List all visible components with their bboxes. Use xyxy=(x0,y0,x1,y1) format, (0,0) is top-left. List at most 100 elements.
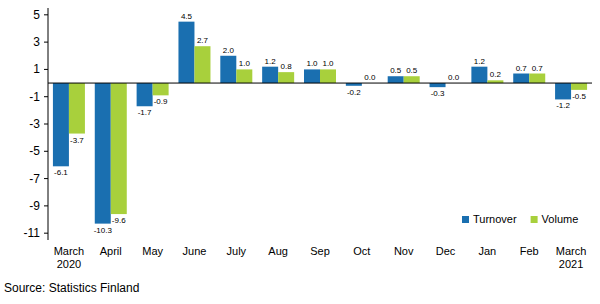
label-line: Oct xyxy=(353,245,370,257)
bar xyxy=(137,83,153,106)
bar xyxy=(471,67,487,83)
x-tick-label: Sep xyxy=(310,245,330,257)
y-tick xyxy=(44,42,48,43)
y-tick-label: 5 xyxy=(33,8,40,22)
chart: 531-1-3-5-7-9-11March2020AprilMayJuneJul… xyxy=(0,0,600,304)
bar xyxy=(111,83,127,214)
zero-line xyxy=(48,83,592,84)
data-label: 4.5 xyxy=(181,12,193,21)
label-line: June xyxy=(183,245,207,257)
data-label: -9.6 xyxy=(112,216,126,225)
data-label: 0.8 xyxy=(281,62,293,71)
label-line: Sep xyxy=(310,245,330,257)
label-line: Feb xyxy=(520,245,539,257)
x-tick-label: March2021 xyxy=(556,245,587,270)
y-tick xyxy=(44,151,48,152)
bar xyxy=(529,74,545,84)
x-tick-label: Jan xyxy=(479,245,497,257)
data-label: 2.0 xyxy=(223,46,235,55)
legend: Turnover Volume xyxy=(462,213,578,225)
bar xyxy=(178,22,194,83)
label-line: Nov xyxy=(394,245,414,257)
data-label: 0.5 xyxy=(390,66,402,75)
y-tick xyxy=(44,69,48,70)
data-label: 1.0 xyxy=(239,59,251,68)
x-tick-label: Oct xyxy=(353,245,370,257)
x-tick-label: Feb xyxy=(520,245,539,257)
bar xyxy=(388,76,404,83)
label-line: Jan xyxy=(479,245,497,257)
legend-label: Turnover xyxy=(473,213,517,225)
data-label: -10.3 xyxy=(94,226,113,235)
bar xyxy=(513,74,529,84)
data-label: 0.5 xyxy=(406,66,418,75)
data-label: -0.9 xyxy=(154,97,168,106)
y-tick-label: -1 xyxy=(29,90,40,104)
bar xyxy=(320,69,336,83)
data-label: 1.2 xyxy=(474,57,486,66)
label-line: March xyxy=(556,245,587,257)
bar xyxy=(194,46,210,83)
data-label: 2.7 xyxy=(197,36,209,45)
label-line: 2020 xyxy=(57,258,81,270)
bar xyxy=(430,83,446,87)
y-tick xyxy=(44,96,48,97)
bar xyxy=(236,69,252,83)
y-tick xyxy=(44,124,48,125)
legend-swatch xyxy=(531,216,538,223)
bar xyxy=(53,83,69,166)
data-label: 0.7 xyxy=(532,64,544,73)
data-label: 1.2 xyxy=(265,57,277,66)
bar xyxy=(571,83,587,90)
x-tick-label: June xyxy=(183,245,207,257)
x-tick-label: Aug xyxy=(268,245,288,257)
bars xyxy=(53,22,587,224)
bar xyxy=(278,72,294,83)
label-line: May xyxy=(142,245,163,257)
data-label: -1.7 xyxy=(138,108,152,117)
y-tick-label: 1 xyxy=(33,62,40,76)
y-tick-label: -5 xyxy=(29,144,40,158)
bar xyxy=(262,67,278,83)
y-tick-label: -3 xyxy=(29,117,40,131)
bar xyxy=(220,56,236,83)
data-label: -0.5 xyxy=(572,92,586,101)
label-line: March xyxy=(54,245,85,257)
data-label: 0.2 xyxy=(490,70,502,79)
y-tick-label: 3 xyxy=(33,35,40,49)
data-label: -6.1 xyxy=(54,168,68,177)
bar xyxy=(304,69,320,83)
data-label: 1.0 xyxy=(306,59,318,68)
bar xyxy=(95,83,111,224)
label-line: Aug xyxy=(268,245,288,257)
y-tick-label: -11 xyxy=(24,226,41,240)
x-tick-label: July xyxy=(227,245,247,257)
bar xyxy=(153,83,169,95)
data-label: 0.0 xyxy=(364,73,376,82)
bar xyxy=(69,83,85,133)
data-label: -0.2 xyxy=(347,88,361,97)
x-tick-label: March2020 xyxy=(54,245,85,270)
data-label: -1.2 xyxy=(556,101,570,110)
label-line: July xyxy=(227,245,247,257)
y-tick-label: -9 xyxy=(29,199,40,213)
source: Source: Statistics Finland xyxy=(4,281,139,295)
y-tick xyxy=(44,233,48,234)
data-label: -3.7 xyxy=(70,136,84,145)
x-tick-label: May xyxy=(142,245,163,257)
y-tick-label: -7 xyxy=(29,172,40,186)
legend-label: Volume xyxy=(542,213,579,225)
data-label: -0.3 xyxy=(431,89,445,98)
x-tick-label: Nov xyxy=(394,245,414,257)
data-label: 0.0 xyxy=(448,73,460,82)
data-label: 1.0 xyxy=(322,59,334,68)
label-line: April xyxy=(100,245,122,257)
x-tick-label: April xyxy=(100,245,122,257)
legend-swatch xyxy=(462,216,469,223)
bar xyxy=(404,76,420,83)
y-tick xyxy=(44,14,48,15)
y-tick xyxy=(44,178,48,179)
data-label: 0.7 xyxy=(516,64,528,73)
label-line: 2021 xyxy=(559,258,583,270)
bar xyxy=(555,83,571,99)
